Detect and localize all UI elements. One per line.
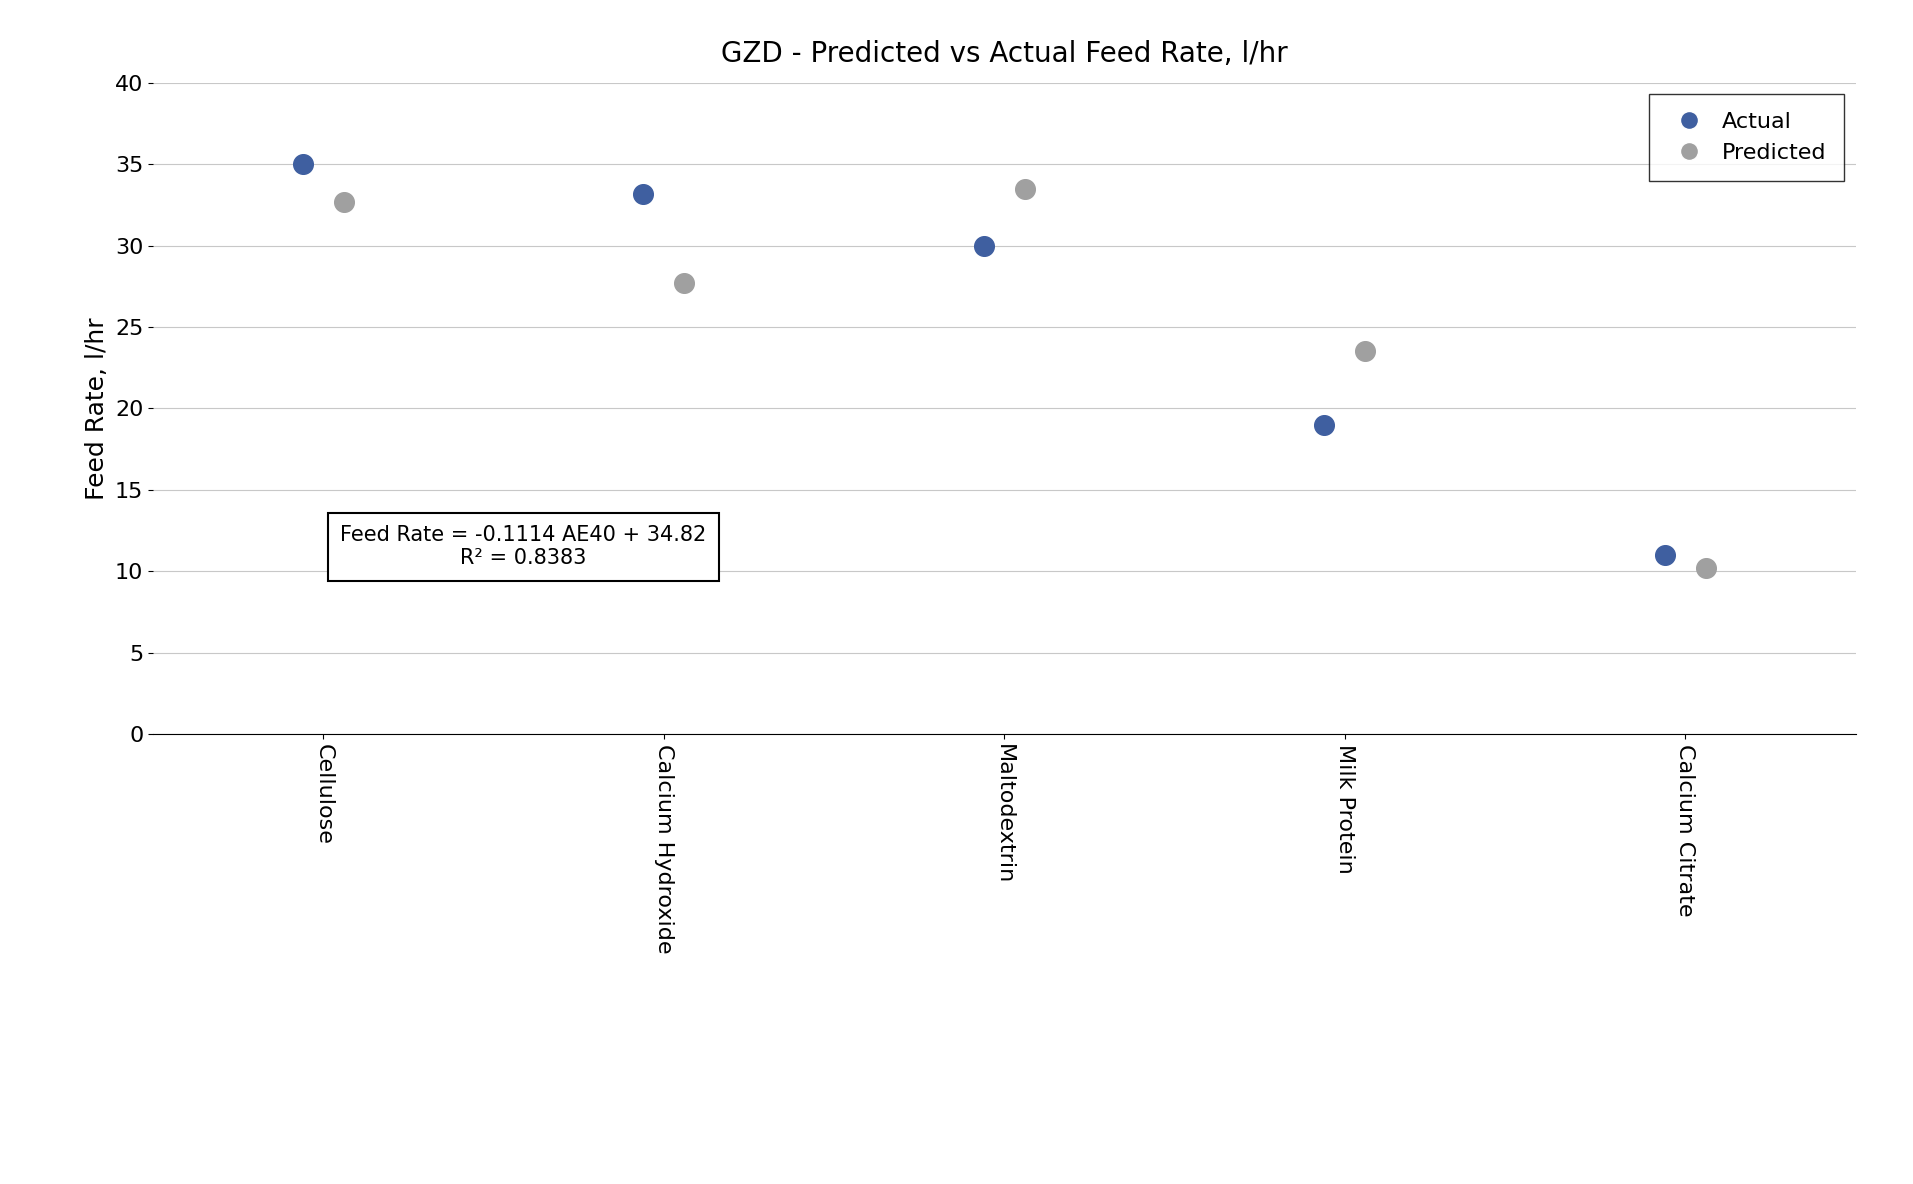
Actual	[1649, 546, 1680, 565]
Predicted	[670, 274, 700, 292]
Predicted	[1010, 179, 1041, 198]
Y-axis label: Feed Rate, l/hr: Feed Rate, l/hr	[86, 317, 109, 500]
Predicted	[1691, 559, 1722, 578]
Text: Feed Rate = -0.1114 AE40 + 34.82
R² = 0.8383: Feed Rate = -0.1114 AE40 + 34.82 R² = 0.…	[341, 526, 706, 568]
Predicted	[1351, 342, 1381, 361]
Predicted	[329, 192, 360, 211]
Actual	[1308, 416, 1339, 435]
Legend: Actual, Predicted: Actual, Predicted	[1649, 94, 1844, 181]
Title: GZD - Predicted vs Actual Feed Rate, l/hr: GZD - Predicted vs Actual Feed Rate, l/h…	[721, 40, 1287, 67]
Actual	[627, 184, 658, 202]
Actual	[968, 236, 999, 255]
Actual	[287, 155, 318, 174]
